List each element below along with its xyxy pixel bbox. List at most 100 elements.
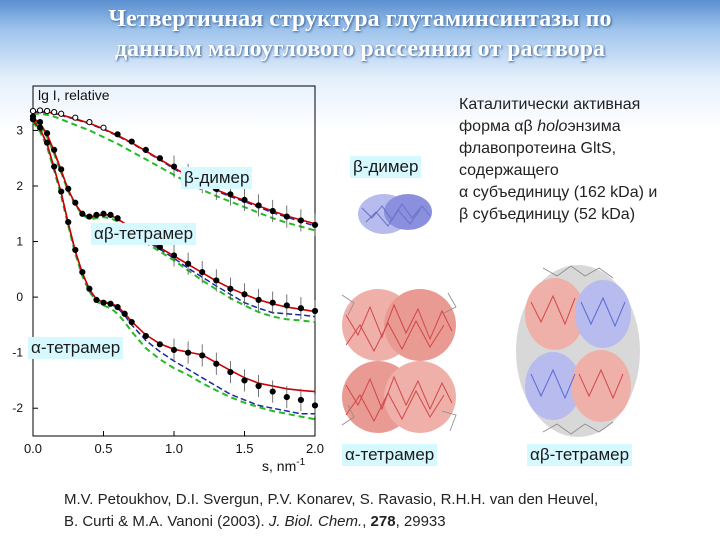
- experimental-point: [255, 382, 262, 390]
- experimental-point: [269, 207, 276, 215]
- experimental-point: [65, 185, 72, 192]
- experimental-point: [36, 107, 44, 114]
- experimental-point: [44, 130, 51, 137]
- experimental-point: [283, 302, 290, 309]
- beta-dimer-structure-image: [358, 194, 432, 234]
- experimental-point: [86, 285, 93, 292]
- experimental-point: [283, 213, 290, 220]
- experimental-point: [128, 138, 135, 145]
- experimental-point: [86, 213, 93, 220]
- x-tick-label: 1.5: [235, 441, 253, 456]
- experimental-point: [51, 163, 58, 170]
- experimental-point: [58, 110, 65, 117]
- desc-line-4: содержащего: [459, 162, 559, 179]
- x-axis-label-sup: -1: [296, 457, 305, 468]
- alpha-tetramer-structure-image: [341, 289, 457, 433]
- curve-label-beta-dimer: β-димер: [181, 167, 253, 189]
- experimental-point: [241, 291, 248, 298]
- experimental-point: [199, 352, 206, 359]
- desc-line-2: форма αβ holoэнзима: [459, 116, 717, 138]
- curve-label-alphabeta-tetramer: αβ-тетрамер: [91, 223, 197, 245]
- ref-volume: 278: [370, 513, 396, 530]
- ref-authors: B. Curti & M.A. Vanoni (2003).: [64, 513, 269, 530]
- x-tick-label: 1.0: [165, 441, 183, 456]
- experimental-point: [107, 300, 114, 307]
- title-line-2: данным малоуглового рассеяния от раствор…: [114, 36, 606, 62]
- desc-line-2-post: энзима: [567, 118, 621, 135]
- experimental-point: [58, 188, 65, 195]
- experimental-point: [297, 396, 304, 403]
- curve-label-alpha-tetramer: α-тетрамер: [28, 337, 124, 359]
- experimental-point: [65, 219, 72, 226]
- chart-ticks: 0.0 0.5 1.0 1.5 2.0 -2 -1 0 1 2 3: [12, 123, 324, 456]
- x-tick-label: 2.0: [306, 441, 324, 456]
- experimental-point: [142, 332, 149, 340]
- y-tick-label: -1: [12, 346, 23, 360]
- ref-journal: J. Biol. Chem.: [268, 513, 363, 530]
- experimental-point: [269, 299, 276, 306]
- experimental-point: [29, 116, 37, 123]
- experimental-point: [86, 119, 93, 126]
- y-tick-label: -2: [12, 401, 23, 415]
- experimental-point: [79, 210, 86, 217]
- y-tick-label: 3: [16, 123, 23, 137]
- experimental-point: [121, 310, 128, 317]
- literature-reference: M.V. Petoukhov, D.I. Svergun, P.V. Konar…: [64, 489, 714, 533]
- experimental-point: [170, 346, 178, 353]
- experimental-point: [36, 124, 44, 131]
- experimental-point: [44, 107, 51, 115]
- x-axis-label: s, nm-1: [262, 457, 306, 474]
- experimental-point: [170, 163, 178, 170]
- experimental-point: [297, 305, 304, 312]
- alphabeta-tetramer-structure-image: [516, 265, 640, 437]
- y-tick-label: 2: [16, 179, 23, 193]
- experimental-point: [156, 244, 163, 251]
- experimental-point: [170, 252, 178, 259]
- experimental-point: [128, 319, 135, 326]
- experimental-point: [227, 369, 234, 376]
- experimental-point: [44, 139, 51, 146]
- experimental-point: [156, 341, 163, 348]
- experimental-point: [241, 196, 248, 203]
- x-tick-label: 0.0: [24, 441, 42, 456]
- fit-line-green-curve-1: [33, 112, 316, 232]
- ref-pages: , 29933: [395, 513, 446, 530]
- experimental-point: [255, 296, 262, 303]
- y-tick-label: 0: [16, 290, 23, 304]
- experimental-point: [100, 210, 107, 217]
- title-line-1: Четвертичная структура глутаминсинтазы п…: [108, 6, 612, 32]
- experimental-point: [72, 246, 79, 253]
- x-axis-label-text: s, nm: [262, 458, 296, 474]
- y-axis-label: lg I, relative: [38, 87, 110, 103]
- experimental-point: [269, 388, 276, 395]
- y-tick-label: 1: [16, 235, 23, 249]
- experimental-point: [36, 119, 44, 126]
- experimental-point: [227, 191, 234, 198]
- experimental-point: [100, 299, 107, 306]
- desc-line-2-italic: holo: [537, 118, 568, 135]
- desc-line-5: α субъединицу (162 kDa) и: [459, 184, 658, 201]
- experimental-point: [297, 217, 304, 224]
- ref-line-1: M.V. Petoukhov, D.I. Svergun, P.V. Konar…: [64, 491, 599, 508]
- desc-line-2-pre: форма αβ: [459, 118, 538, 135]
- experimental-point: [142, 146, 149, 153]
- experimental-point: [58, 166, 65, 173]
- experimental-point: [114, 131, 121, 138]
- experimental-point: [156, 155, 163, 162]
- x-tick-label: 0.5: [94, 441, 112, 456]
- desc-line-3: флавопротеина GltS,: [459, 140, 617, 157]
- structure-label-beta-dimer: β-димер: [350, 156, 422, 178]
- experimental-point: [72, 114, 79, 121]
- experimental-point: [213, 360, 220, 367]
- experimental-point: [311, 221, 319, 228]
- experimental-point: [72, 199, 79, 206]
- desc-line-6: β субъединицу (52 kDa): [459, 206, 636, 223]
- experimental-point: [311, 402, 319, 409]
- experimental-point: [51, 109, 58, 116]
- desc-line-1: Каталитически активная: [459, 96, 641, 113]
- experimental-point: [114, 215, 121, 222]
- structure-label-alphabeta-tetramer: αβ-тетрамер: [527, 444, 633, 466]
- experimental-point: [283, 394, 290, 401]
- description-text: Каталитически активная форма αβ holoэнзи…: [459, 94, 717, 226]
- chart-curves: [29, 107, 319, 421]
